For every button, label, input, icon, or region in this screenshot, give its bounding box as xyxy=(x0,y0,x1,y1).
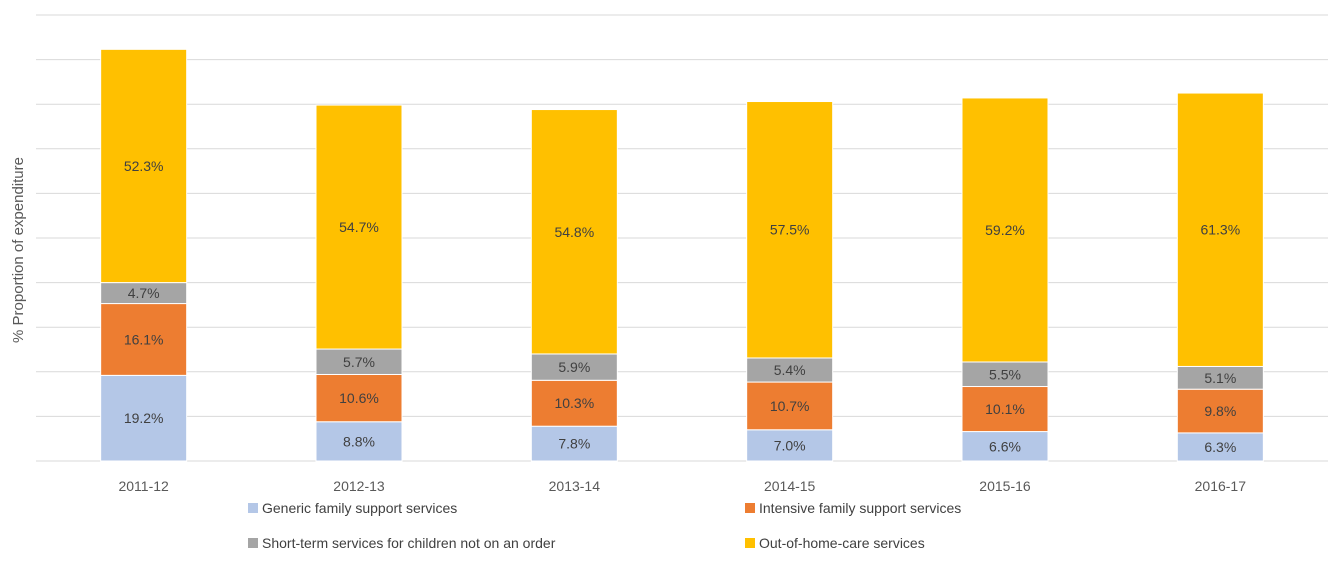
data-label: 6.3% xyxy=(1204,439,1236,455)
bar-segment xyxy=(961,361,1049,388)
data-label: 61.3% xyxy=(1200,222,1240,238)
x-tick-label: 2014-15 xyxy=(764,478,816,494)
bars xyxy=(100,48,1264,462)
data-label: 54.7% xyxy=(339,219,379,235)
y-axis-label: % Proportion of expenditure xyxy=(10,157,27,343)
bar-segment xyxy=(961,431,1049,462)
data-label: 59.2% xyxy=(985,222,1025,238)
bar-segment xyxy=(1176,432,1264,462)
bar-segment xyxy=(746,429,834,462)
x-tick-label: 2012-13 xyxy=(333,478,385,494)
bar-segment xyxy=(530,109,618,355)
data-label: 57.5% xyxy=(770,222,810,238)
bar-segment xyxy=(746,357,834,383)
data-label: 16.1% xyxy=(124,331,164,347)
bar-segment xyxy=(315,104,403,350)
bar-segment xyxy=(530,379,618,427)
bar-segment xyxy=(315,373,403,423)
data-label: 7.0% xyxy=(774,437,806,453)
data-label: 7.8% xyxy=(558,436,590,452)
bar-segment xyxy=(315,421,403,462)
bar-segment xyxy=(746,101,834,359)
x-tick-label: 2011-12 xyxy=(118,478,169,494)
data-label: 19.2% xyxy=(124,410,164,426)
gridlines xyxy=(36,14,1328,462)
data-label: 10.1% xyxy=(985,401,1025,417)
data-label: 5.9% xyxy=(558,359,590,375)
bar-segment xyxy=(961,97,1049,363)
data-label: 54.8% xyxy=(554,224,594,240)
x-axis-tick-labels: 2011-12 2012-13 2013-14 2014-15 2015-16 2016-… xyxy=(118,478,1246,494)
bar-segment xyxy=(100,374,188,462)
bar-segment xyxy=(746,381,834,431)
data-label: 10.3% xyxy=(554,395,594,411)
data-label: 5.1% xyxy=(1204,370,1236,386)
x-tick-label: 2013-14 xyxy=(549,478,601,494)
bar-segment xyxy=(530,353,618,381)
data-label: 8.8% xyxy=(343,433,375,449)
data-label: 52.3% xyxy=(124,158,164,174)
data-label: 6.6% xyxy=(989,438,1021,454)
data-label: 10.6% xyxy=(339,390,379,406)
x-tick-label: 2015-16 xyxy=(979,478,1031,494)
bar-segment xyxy=(961,386,1049,433)
x-tick-label: 2016-17 xyxy=(1195,478,1247,494)
data-label: 5.4% xyxy=(774,362,806,378)
data-labels: 19.2% 16.1% 4.7% 52.3% 8.8% 10.6% 5.7% 54.7% 7.8… xyxy=(124,158,1240,455)
data-label: 5.5% xyxy=(989,366,1021,382)
bar-segment xyxy=(1176,92,1264,367)
data-label: 5.7% xyxy=(343,354,375,370)
bar-segment xyxy=(100,48,188,284)
data-label: 4.7% xyxy=(128,285,160,301)
bar-segment xyxy=(100,303,188,376)
data-label: 9.8% xyxy=(1204,403,1236,419)
bar-segment xyxy=(530,425,618,462)
bar-segment xyxy=(315,348,403,375)
data-label: 10.7% xyxy=(770,398,810,414)
